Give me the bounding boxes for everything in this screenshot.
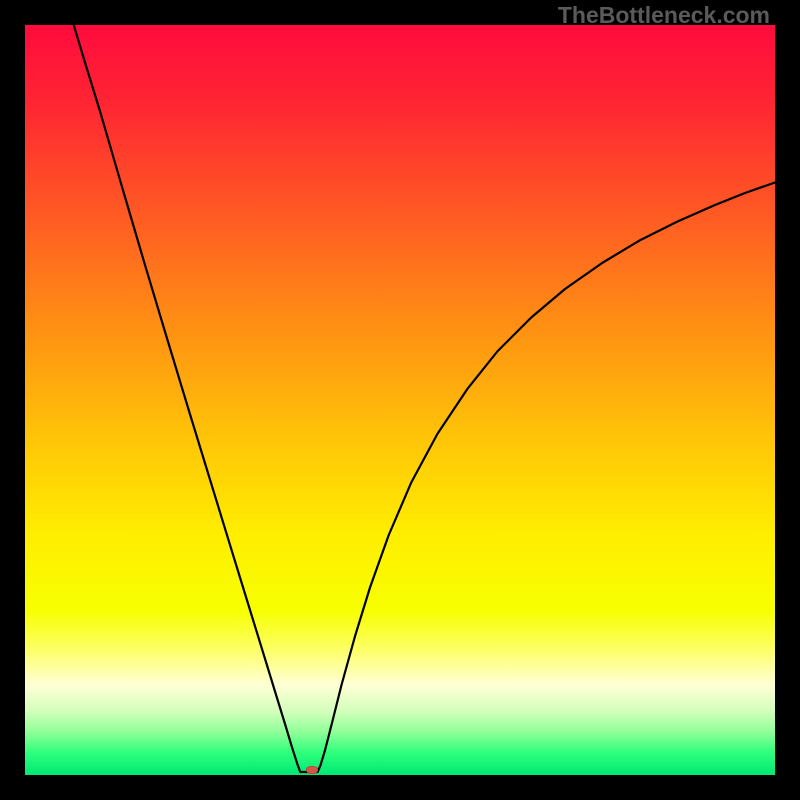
marker-dot bbox=[306, 766, 318, 774]
plot-area bbox=[25, 25, 775, 775]
watermark-text: TheBottleneck.com bbox=[558, 2, 770, 29]
chart-frame bbox=[0, 0, 800, 800]
bottleneck-curve bbox=[25, 25, 775, 775]
